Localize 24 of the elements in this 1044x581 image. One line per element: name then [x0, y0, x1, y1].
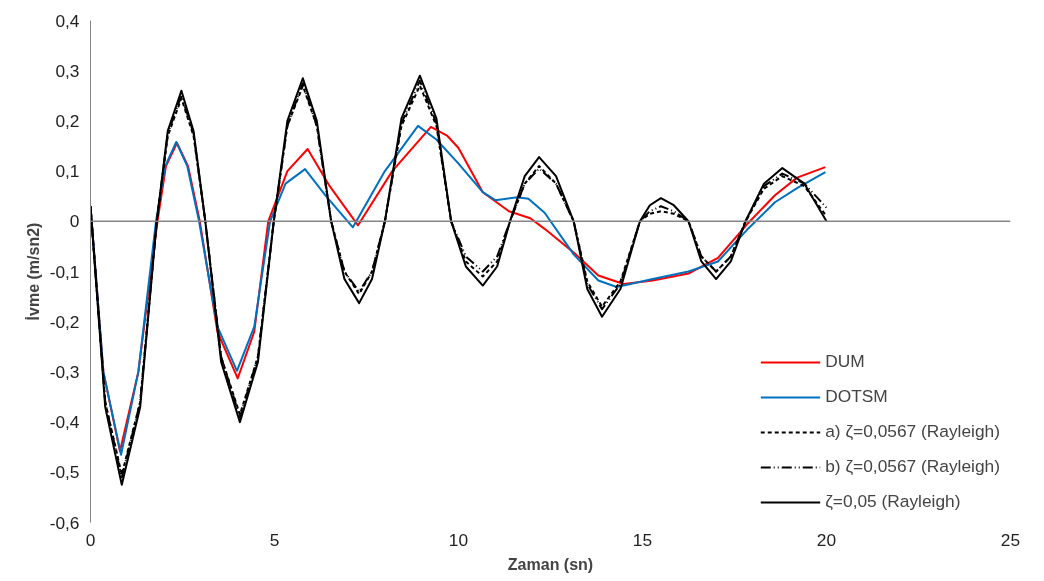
legend-label: DUM — [825, 351, 865, 372]
y-axis-title: İvme (m/sn2) — [24, 222, 42, 321]
legend-label: b) ζ=0,0567 (Rayleigh) — [825, 456, 1000, 477]
y-tick-label: 0,1 — [55, 161, 80, 182]
legend-label: DOTSM — [825, 386, 888, 407]
y-tick-label: -0,5 — [49, 462, 80, 483]
x-tick-label: 10 — [448, 529, 469, 550]
x-tick-label: 15 — [632, 529, 653, 550]
y-tick-label: 0,3 — [55, 60, 80, 81]
y-tick-label: -0,4 — [49, 412, 80, 433]
x-tick-label: 0 — [85, 529, 96, 550]
legend-label: ζ=0,05 (Rayleigh) — [825, 491, 961, 512]
y-tick-label: -0,3 — [49, 361, 80, 382]
y-tick-label: 0,2 — [55, 110, 80, 131]
y-tick-label: -0,2 — [49, 311, 80, 332]
y-tick-label: -0,1 — [49, 261, 80, 282]
legend-label: a) ζ=0,0567 (Rayleigh) — [825, 421, 1000, 442]
x-axis-title: Zaman (sn) — [507, 555, 594, 573]
x-tick-label: 5 — [269, 529, 280, 550]
y-tick-label: 0 — [69, 211, 80, 232]
x-tick-label: 20 — [816, 529, 837, 550]
y-tick-label: 0,4 — [55, 10, 80, 31]
y-tick-label: -0,6 — [49, 512, 80, 533]
x-tick-label: 25 — [1000, 529, 1021, 550]
